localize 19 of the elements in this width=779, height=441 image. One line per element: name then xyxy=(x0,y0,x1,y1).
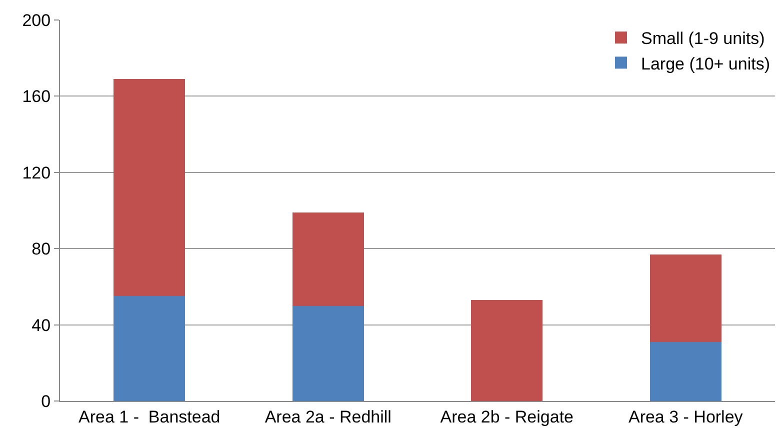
y-tick-label: 120 xyxy=(22,163,51,182)
legend-label: Small (1-9 units) xyxy=(641,29,765,48)
y-tick-label: 0 xyxy=(41,392,51,411)
y-tick-label: 40 xyxy=(32,316,51,335)
bar xyxy=(471,300,543,401)
x-tick-label: Area 2a - Redhill xyxy=(264,407,392,426)
bar xyxy=(292,212,364,306)
x-tick-label: Area 3 - Horley xyxy=(628,407,744,426)
bar xyxy=(650,254,722,342)
bar xyxy=(114,79,186,296)
legend-label: Large (10+ units) xyxy=(641,54,770,74)
x-tick-label: Area 2b - Reigate xyxy=(440,407,574,426)
x-tick-label: Area 1 - Banstead xyxy=(78,407,220,426)
bar xyxy=(650,342,722,401)
bar xyxy=(292,306,364,401)
y-tick-label: 160 xyxy=(22,87,51,106)
y-tick-label: 80 xyxy=(32,240,51,259)
bar xyxy=(114,296,186,401)
y-tick-label: 200 xyxy=(22,10,51,30)
